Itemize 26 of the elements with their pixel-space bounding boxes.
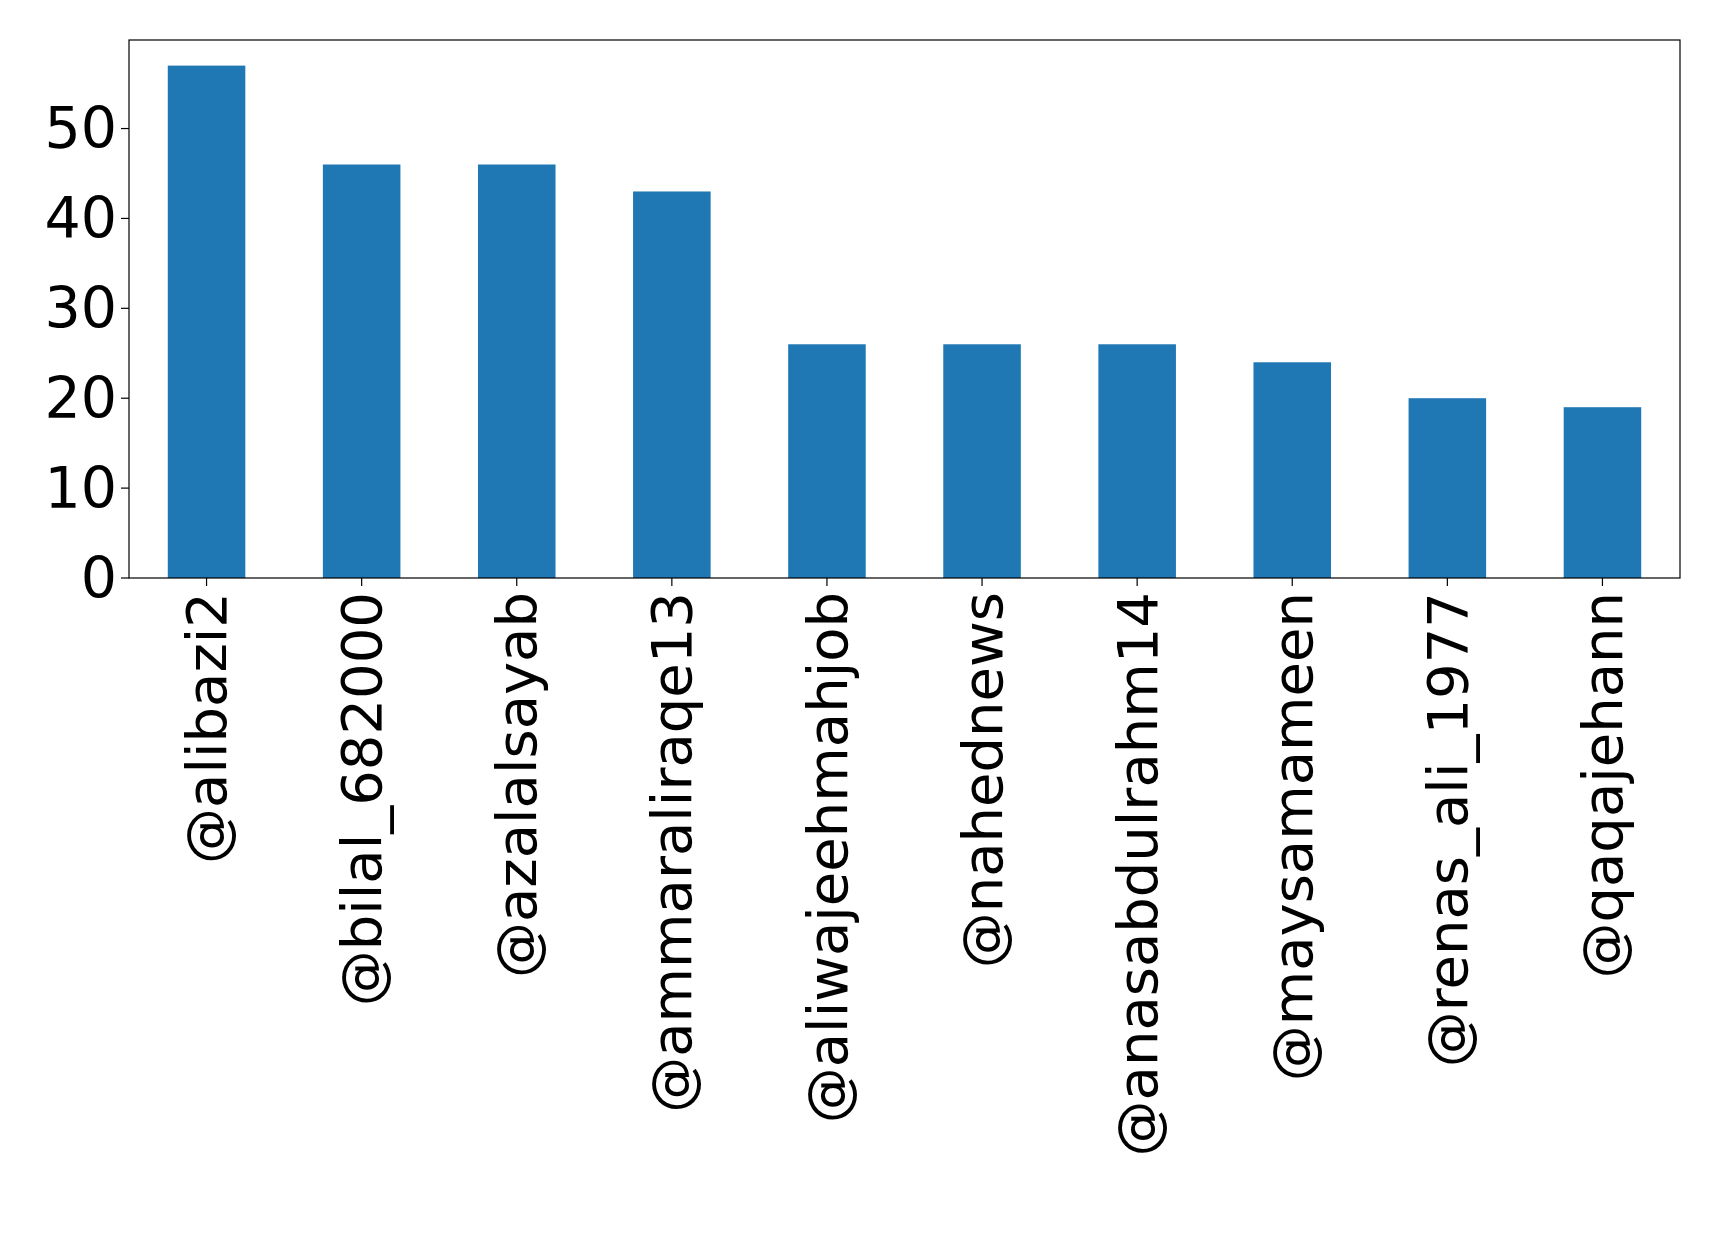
bar bbox=[1408, 398, 1487, 578]
y-tick-label: 50 bbox=[44, 95, 117, 162]
y-tick-label: 30 bbox=[44, 275, 117, 342]
bar bbox=[1253, 362, 1332, 578]
x-tick-label: @qaqajehann bbox=[1570, 592, 1636, 979]
y-tick-label: 40 bbox=[44, 185, 117, 252]
x-tick-label: @nahednews bbox=[949, 592, 1015, 969]
x-tick-label: @maysamameen bbox=[1259, 592, 1325, 1082]
bar bbox=[167, 65, 246, 578]
y-tick-label: 10 bbox=[44, 455, 117, 522]
x-tick-label: @ammaraliraqe13 bbox=[639, 592, 705, 1113]
x-tick-label: @renas_ali_1977 bbox=[1414, 592, 1480, 1068]
x-tick-label: @azalalsayab bbox=[484, 592, 550, 978]
x-tick-label: @bilal_682000 bbox=[329, 592, 395, 1007]
bar bbox=[1563, 407, 1642, 578]
bar bbox=[788, 344, 866, 578]
bar bbox=[1098, 344, 1176, 578]
x-tick-label: @anasabdulrahm14 bbox=[1104, 592, 1170, 1157]
bar bbox=[633, 191, 711, 578]
bar bbox=[322, 164, 401, 578]
x-tick-label: @alibazi2 bbox=[174, 592, 240, 864]
y-tick-label: 0 bbox=[80, 544, 117, 611]
x-tick-label: @aliwajeehmahjob bbox=[794, 592, 860, 1124]
bar bbox=[943, 344, 1021, 578]
y-tick-label: 20 bbox=[44, 365, 117, 432]
bar bbox=[477, 164, 556, 578]
